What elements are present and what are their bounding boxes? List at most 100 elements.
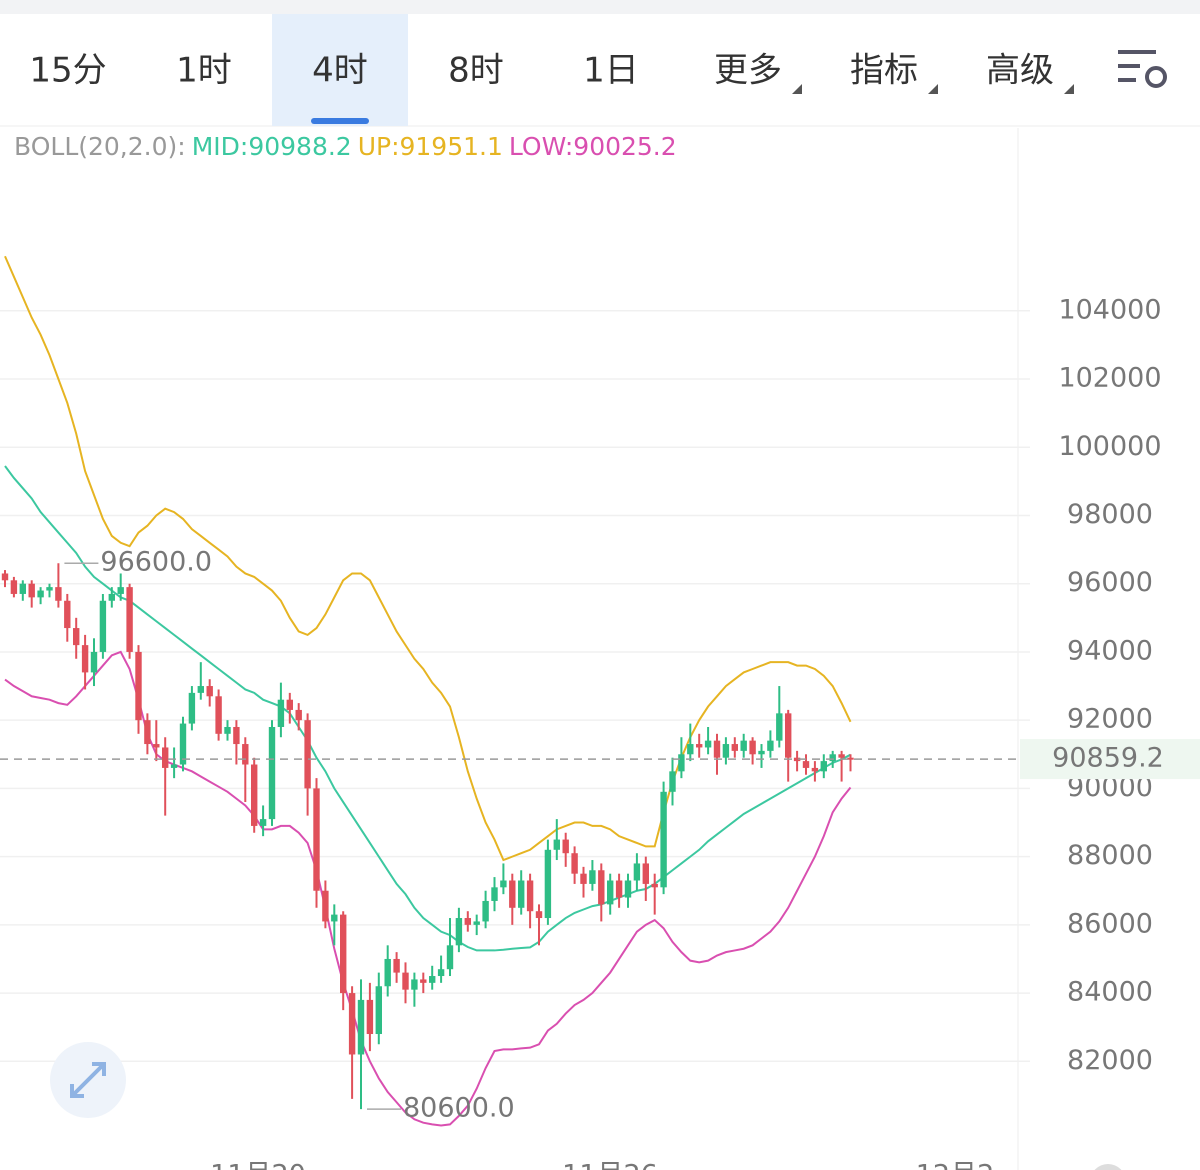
tab[interactable]: 1时 bbox=[176, 51, 232, 91]
legend-entry: MID:90988.2 bbox=[192, 132, 352, 161]
candle-body bbox=[375, 986, 382, 1035]
candle-body bbox=[785, 713, 792, 758]
candle-body bbox=[322, 890, 329, 922]
candle-body bbox=[802, 761, 810, 768]
candle-body bbox=[46, 587, 53, 591]
y-tick-label: 98000 bbox=[1067, 499, 1153, 530]
candle-body bbox=[420, 979, 427, 983]
candle-body bbox=[464, 918, 471, 925]
candle-body bbox=[429, 976, 436, 983]
candle-body bbox=[411, 979, 418, 990]
candle-body bbox=[713, 740, 721, 758]
tab-dropdown bbox=[1064, 84, 1074, 94]
candle-body bbox=[687, 744, 694, 755]
candle-body bbox=[37, 590, 44, 598]
candle-body bbox=[758, 750, 765, 755]
scroll-dot bbox=[1094, 1164, 1122, 1170]
candle-body bbox=[286, 699, 293, 710]
candle-body bbox=[340, 914, 347, 994]
candle-body bbox=[197, 686, 204, 693]
candle-body bbox=[126, 587, 133, 652]
y-tick-label: 104000 bbox=[1058, 294, 1161, 325]
candle-body bbox=[99, 600, 107, 652]
candle-body bbox=[393, 958, 400, 973]
candle-body bbox=[660, 791, 667, 888]
tab[interactable]: 指标 bbox=[850, 51, 918, 91]
candle-body bbox=[446, 945, 454, 970]
candle-body bbox=[144, 720, 151, 745]
indicator-name: BOLL(20,2.0): bbox=[14, 132, 186, 161]
active-tab-underline bbox=[311, 118, 369, 124]
tab-dropdown bbox=[792, 84, 802, 94]
candle-body bbox=[696, 744, 703, 748]
candle-body bbox=[153, 744, 160, 748]
candle-body bbox=[838, 754, 845, 758]
candle-body bbox=[19, 583, 26, 594]
candle-body bbox=[704, 740, 712, 748]
legend-entry: UP:91951.1 bbox=[358, 132, 503, 161]
indicator-legend: BOLL(20,2.0): MID:90988.2 UP:91951.1 LOW:90… bbox=[14, 132, 677, 161]
candle-body bbox=[242, 744, 249, 765]
tab[interactable]: 高级 bbox=[986, 51, 1054, 91]
candle-body bbox=[731, 744, 738, 751]
candle-body bbox=[651, 883, 658, 888]
tab[interactable]: 15分 bbox=[29, 51, 106, 91]
candle-body bbox=[847, 757, 854, 760]
last-price-box bbox=[1020, 739, 1200, 780]
candle-body bbox=[55, 587, 62, 601]
candle-body bbox=[73, 628, 80, 646]
boll-line bbox=[4, 650, 852, 1127]
candle-body bbox=[526, 880, 534, 912]
candle-body bbox=[571, 853, 578, 874]
candle-body bbox=[251, 764, 258, 826]
candle-body bbox=[215, 696, 222, 734]
x-tick-label: 11月26 bbox=[562, 1160, 658, 1170]
candle-body bbox=[598, 870, 605, 905]
tab[interactable]: 4时 bbox=[312, 51, 368, 91]
candle-body bbox=[295, 709, 302, 721]
x-tick-label: 12月2 bbox=[916, 1160, 995, 1170]
tab[interactable]: 更多 bbox=[714, 51, 782, 91]
tab-bar: 15分 1时 4时 8时 1日 更多 指标 高级 bbox=[29, 14, 1074, 126]
y-tick-label: 94000 bbox=[1067, 635, 1153, 666]
candle-body bbox=[135, 651, 142, 721]
boll-line bbox=[4, 255, 852, 862]
candle-body bbox=[535, 911, 543, 919]
candle-body bbox=[518, 880, 525, 908]
candle-body bbox=[64, 600, 71, 629]
candle-body bbox=[224, 726, 231, 734]
expand-button[interactable] bbox=[50, 1042, 126, 1118]
candle-body bbox=[607, 880, 614, 905]
candle-body bbox=[722, 744, 730, 758]
candle-body bbox=[268, 726, 276, 820]
candle-body bbox=[580, 873, 587, 884]
y-tick-label: 82000 bbox=[1067, 1045, 1153, 1076]
tab[interactable]: 8时 bbox=[448, 51, 504, 91]
y-tick-label: 88000 bbox=[1067, 840, 1153, 871]
candle-body bbox=[740, 740, 747, 751]
tab[interactable]: 1日 bbox=[583, 51, 639, 91]
candle-body bbox=[277, 699, 285, 727]
candle-body bbox=[473, 921, 480, 925]
candle-body bbox=[233, 726, 240, 745]
candle-body bbox=[81, 645, 89, 673]
settings-icon[interactable] bbox=[1118, 50, 1167, 88]
candle-body bbox=[633, 863, 641, 881]
candle-body bbox=[384, 958, 391, 987]
y-tick-label: 96000 bbox=[1067, 567, 1153, 598]
candle-body bbox=[90, 651, 98, 673]
max-label: 96600.0 bbox=[100, 547, 212, 578]
candle-body bbox=[749, 740, 756, 755]
candle-body bbox=[562, 839, 569, 854]
candle-body bbox=[811, 767, 819, 772]
plot: BOLL(20,2.0): MID:90988.2 UP:91951.1 LOW:90… bbox=[0, 132, 1200, 1170]
candle-body bbox=[206, 686, 213, 697]
candle-body bbox=[117, 587, 124, 594]
candle-body bbox=[820, 761, 827, 772]
candle-body bbox=[188, 692, 196, 724]
candle-body bbox=[544, 849, 552, 919]
x-tick-label: 11月20 bbox=[210, 1160, 306, 1170]
y-tick-label: 100000 bbox=[1058, 431, 1161, 462]
y-tick-label: 84000 bbox=[1067, 977, 1153, 1008]
